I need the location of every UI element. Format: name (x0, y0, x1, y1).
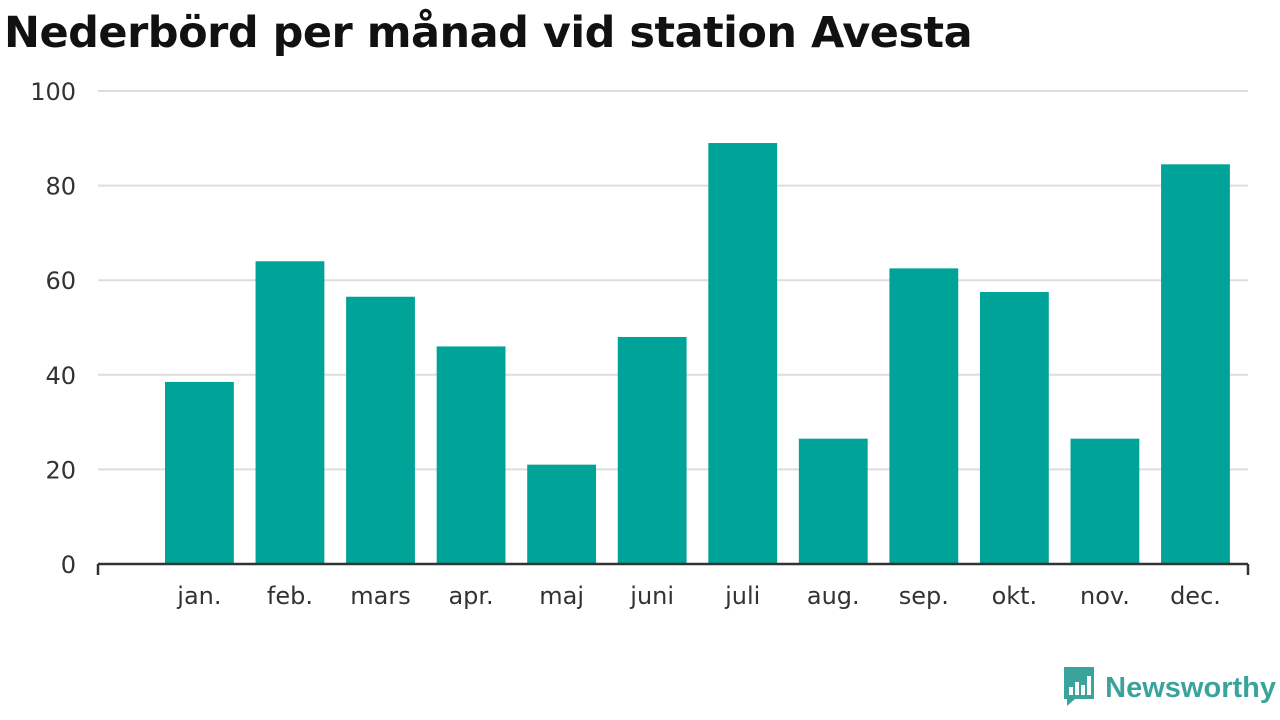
bar-3 (436, 346, 506, 564)
x-tick-label: mars (350, 582, 410, 610)
bar-0 (165, 381, 234, 564)
x-tick-label: dec. (1170, 582, 1221, 610)
x-tick-label: sep. (899, 582, 949, 610)
bar-1 (255, 261, 325, 564)
bar-8 (889, 268, 959, 564)
bar-11 (1161, 164, 1230, 564)
bar-7 (798, 438, 868, 564)
bar-5 (617, 336, 687, 564)
y-tick-label: 40 (45, 362, 76, 390)
x-tick-label: okt. (992, 582, 1038, 610)
x-axis (96, 562, 1250, 575)
x-tick-label: maj (539, 582, 584, 610)
x-tick-label: aug. (807, 582, 860, 610)
bar-9 (979, 292, 1049, 564)
y-tick-label: 20 (45, 456, 76, 484)
x-tick-label: juni (629, 582, 674, 610)
x-tick-label: feb. (267, 582, 313, 610)
newsworthy-logo-icon (1061, 664, 1097, 712)
bars (165, 143, 1230, 564)
x-tick-label: apr. (448, 582, 493, 610)
chart-title: Nederbörd per månad vid station Avesta (4, 8, 973, 58)
brand-logo: Newsworthy (1061, 664, 1276, 712)
brand-name: Newsworthy (1105, 671, 1276, 704)
bar-6 (708, 143, 778, 564)
bar-2 (346, 296, 415, 564)
bar-10 (1070, 438, 1140, 564)
y-tick-label: 0 (61, 551, 76, 579)
bar-4 (527, 464, 597, 564)
x-axis-tick-labels: jan. feb. mars apr. maj juni juli aug. sep. okt. n… (176, 582, 1221, 610)
y-tick-label: 60 (45, 267, 76, 295)
x-tick-label: juli (724, 582, 760, 610)
y-axis-tick-labels: 0 20 40 60 80 100 (30, 78, 76, 579)
x-tick-label: nov. (1080, 582, 1130, 610)
x-tick-label: jan. (176, 582, 221, 610)
y-tick-label: 100 (30, 78, 76, 106)
y-tick-label: 80 (45, 173, 76, 201)
